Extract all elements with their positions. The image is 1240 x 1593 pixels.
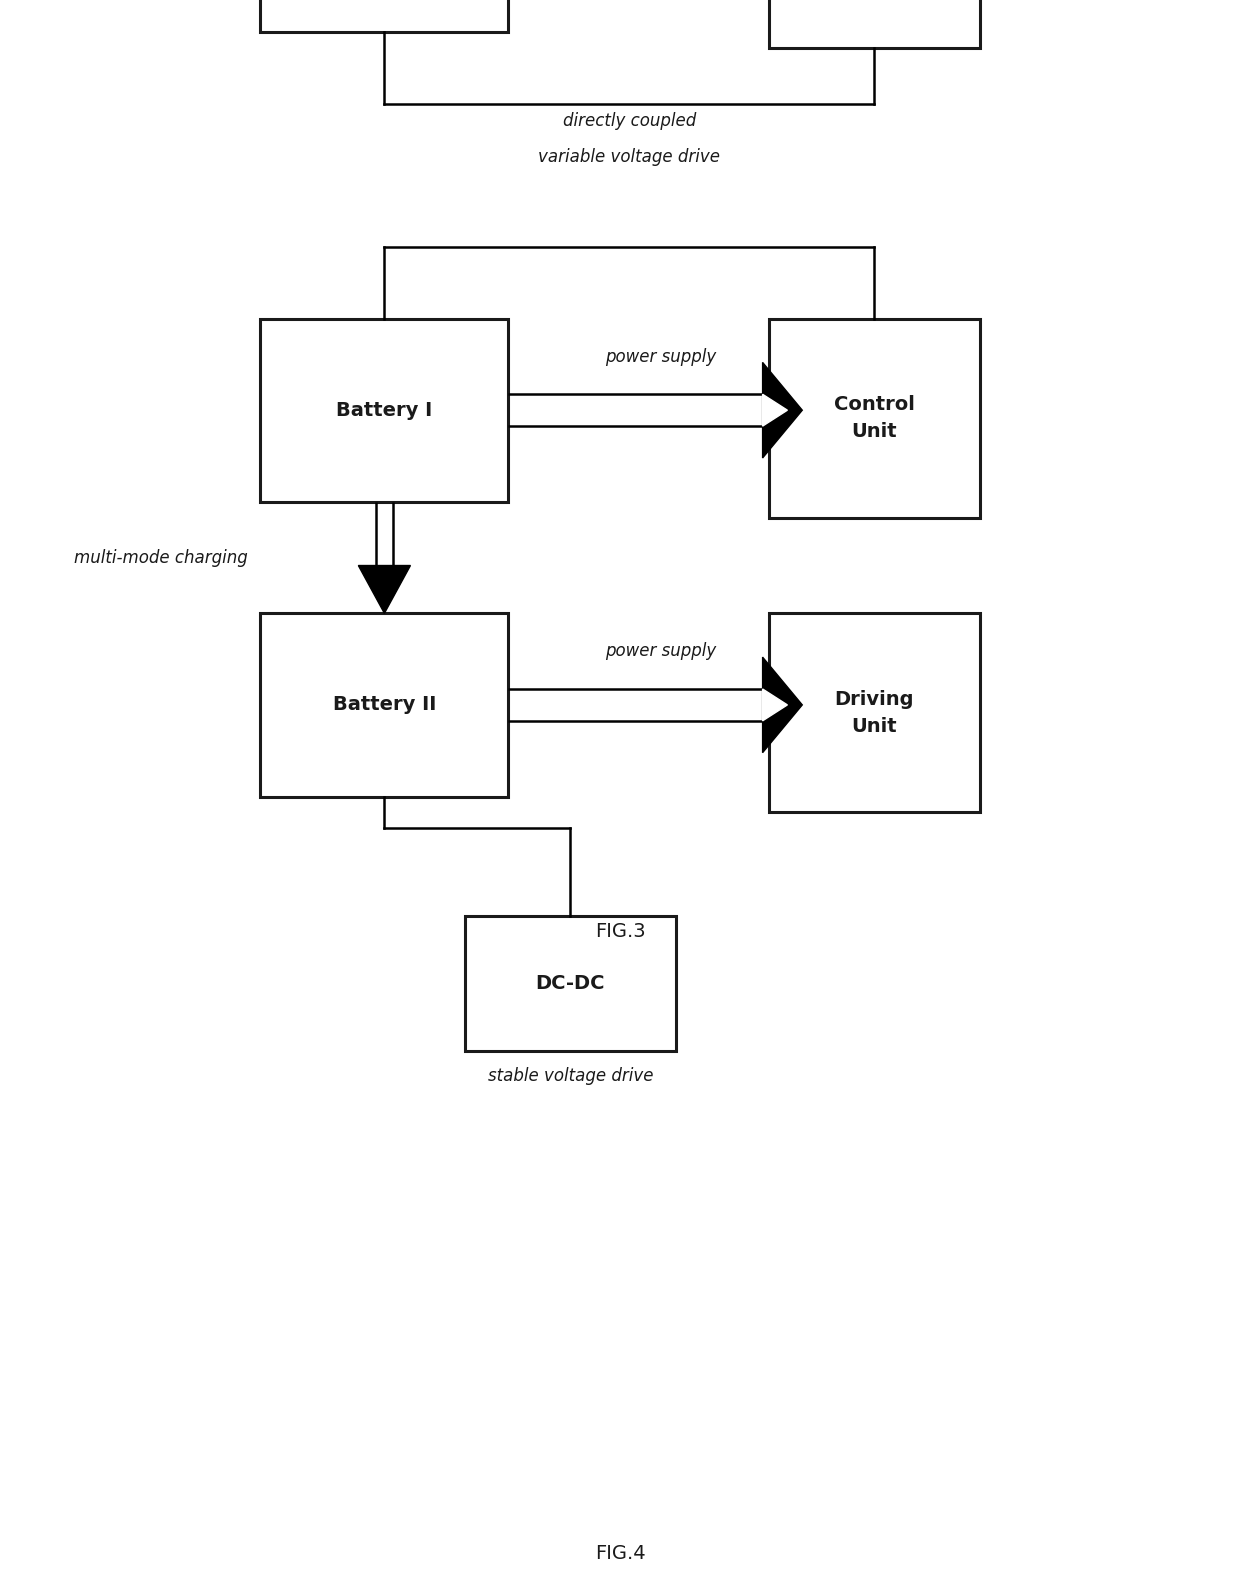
Text: stable voltage drive: stable voltage drive (487, 1067, 653, 1085)
Bar (260, 319, 508, 502)
Text: power supply: power supply (605, 642, 715, 660)
Bar (260, 613, 508, 796)
Polygon shape (763, 688, 787, 720)
Text: DC-DC: DC-DC (536, 975, 605, 992)
Text: power supply: power supply (605, 347, 715, 365)
Polygon shape (763, 362, 802, 457)
Polygon shape (358, 566, 410, 613)
Text: multi-mode charging: multi-mode charging (74, 548, 248, 567)
Text: FIG.4: FIG.4 (595, 1544, 645, 1563)
Bar (769, 0, 980, 48)
Text: Control
Unit: Control Unit (833, 395, 915, 441)
Text: FIG.3: FIG.3 (595, 922, 645, 941)
Text: variable voltage drive: variable voltage drive (538, 148, 720, 166)
Polygon shape (763, 656, 802, 752)
Bar (769, 613, 980, 812)
Polygon shape (763, 393, 787, 425)
Bar (465, 916, 676, 1051)
Text: Battery II: Battery II (332, 696, 436, 714)
Bar (769, 319, 980, 518)
Text: directly coupled: directly coupled (563, 112, 696, 129)
Text: Battery I: Battery I (336, 401, 433, 419)
Bar (260, 0, 508, 32)
Text: Driving
Unit: Driving Unit (835, 690, 914, 736)
